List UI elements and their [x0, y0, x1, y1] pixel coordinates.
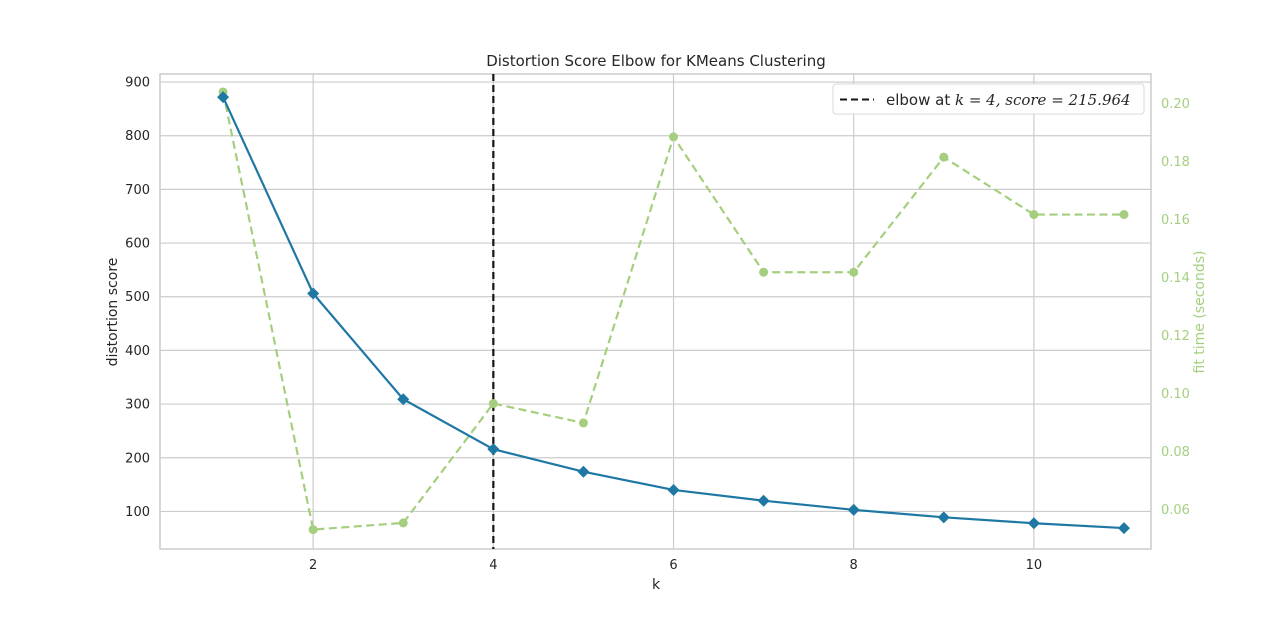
- y-tick-label: 800: [125, 129, 150, 144]
- fit-time-point: [398, 518, 408, 528]
- x-tick-label: 2: [309, 558, 317, 573]
- legend-elbow-label: elbow at k = 4, score = 215.964: [886, 91, 1131, 109]
- grid: [160, 74, 1151, 549]
- y-tick-label: 700: [125, 183, 150, 198]
- y-tick-label: 500: [125, 290, 150, 305]
- tick-labels: 2 4 6 8 10 100 200 300 400 500 600 700 800 900 0.06 0.0…: [125, 76, 1190, 573]
- y2-tick-label: 0.14: [1161, 271, 1190, 286]
- y-axis-title: distortion score: [105, 258, 121, 367]
- y2-tick-label: 0.12: [1161, 329, 1190, 344]
- plot-frame: [159, 73, 1152, 550]
- distortion-point: [307, 287, 320, 300]
- fit-time-point: [939, 152, 949, 162]
- fit-time-point: [578, 418, 588, 428]
- y-tick-label: 200: [125, 451, 150, 466]
- y-tick-label: 300: [125, 398, 150, 413]
- x-tick-label: 4: [489, 558, 497, 573]
- y2-tick-label: 0.18: [1161, 155, 1190, 170]
- y-tick-label: 400: [125, 344, 150, 359]
- distortion-point: [1117, 522, 1130, 535]
- fit-time-point: [669, 132, 679, 142]
- distortion-point: [487, 443, 500, 456]
- series-layer: [217, 87, 1130, 535]
- y2-tick-label: 0.06: [1161, 503, 1190, 518]
- distortion-point: [577, 465, 590, 478]
- y-tick-label: 100: [125, 505, 150, 520]
- y-tick-label: 600: [125, 237, 150, 252]
- chart-title: Distortion Score Elbow for KMeans Cluste…: [486, 52, 826, 70]
- fit-time-point: [308, 525, 318, 535]
- distortion-point: [1027, 517, 1040, 530]
- x-tick-label: 10: [1026, 558, 1043, 573]
- distortion-point: [217, 91, 230, 104]
- distortion-point: [847, 503, 860, 516]
- x-axis-title: k: [652, 577, 661, 593]
- y2-tick-label: 0.16: [1161, 213, 1190, 228]
- y2-tick-label: 0.08: [1161, 445, 1190, 460]
- distortion-point: [757, 494, 770, 507]
- y2-axis-title: fit time (seconds): [1192, 251, 1208, 374]
- y2-tick-label: 0.20: [1161, 97, 1190, 112]
- distortion-point: [397, 393, 410, 406]
- fit-time-point: [759, 267, 769, 277]
- x-tick-label: 8: [850, 558, 858, 573]
- y2-tick-label: 0.10: [1161, 387, 1190, 402]
- fit-time-point: [849, 267, 859, 277]
- x-tick-label: 6: [669, 558, 677, 573]
- y-tick-label: 900: [125, 76, 150, 91]
- distortion-point: [937, 511, 950, 524]
- distortion-point: [667, 483, 680, 496]
- fit-time-point: [1029, 210, 1039, 220]
- fit-time-point: [1119, 210, 1129, 220]
- legend-box: [832, 83, 1145, 115]
- fit-time-point: [488, 399, 498, 409]
- legend: elbow at k = 4, score = 215.964: [832, 83, 1145, 115]
